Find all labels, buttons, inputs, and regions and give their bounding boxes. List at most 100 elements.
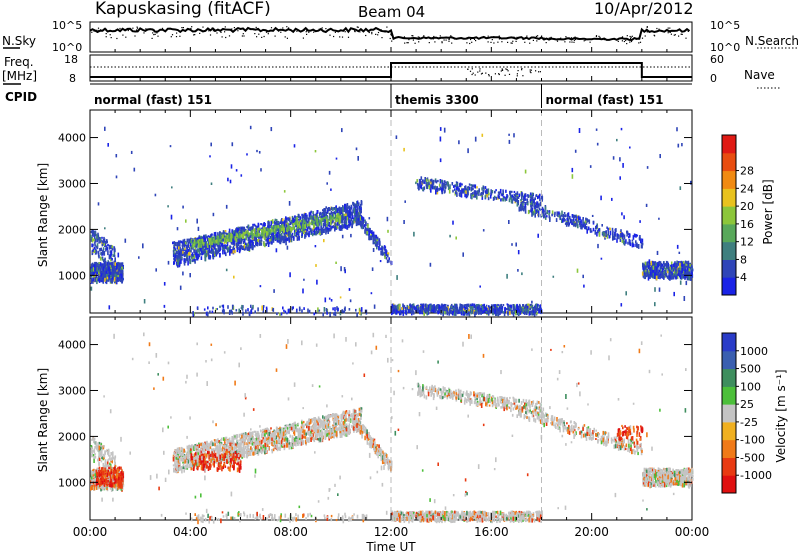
power-cell [336,209,338,213]
power-cell [272,231,275,236]
power-cell [272,239,275,243]
power-cell [369,230,372,234]
power-cell [454,303,456,307]
nave-dot [474,74,476,76]
power-cell [332,307,334,311]
nsearch-dot [674,34,676,36]
power-cell [426,310,428,315]
power-cell [99,262,101,266]
power-cell [346,216,349,221]
power-cell [497,194,500,199]
power-cell [564,222,567,225]
power-cell [294,232,296,237]
power-cell [394,309,397,313]
power-cell [488,307,490,312]
power-cell [628,233,631,238]
power-cell [232,245,235,249]
nsearch-dot [270,27,273,29]
power-cell [345,208,347,211]
power-cell [574,222,577,227]
nsearch-dot [432,38,434,40]
power-cell [104,275,106,278]
power-cell [572,214,575,219]
nsearch-dot [617,40,619,42]
power-cell [442,183,445,189]
nsearch-dot [515,40,517,42]
power-cell [524,202,526,206]
power-cell [417,307,420,312]
power-cell [443,180,446,183]
nsearch-dot [116,37,118,40]
power-cell [365,221,367,227]
power-cell [212,306,214,310]
power-cell [224,244,226,250]
cpid-label: normal (fast) 151 [94,93,212,107]
power-cell [555,218,558,222]
power-cell [514,194,517,198]
nsearch-dot [497,41,499,43]
power-cell [372,232,374,237]
power-cell [278,233,280,239]
nsearch-dot [97,29,99,31]
power-cell [600,195,602,201]
power-cell [298,306,301,312]
power-cell [356,200,359,204]
power-cell [325,309,328,312]
power-cell [208,235,211,240]
power-cell [191,240,194,243]
nsearch-dot [448,38,450,41]
power-cell [341,219,344,223]
nsearch-dot [635,38,637,40]
power-cell [288,308,291,313]
power-cell [344,209,347,213]
power-cell [504,197,506,200]
power-cell [482,185,485,190]
power-cell [508,133,510,136]
beam-title: Beam 04 [358,3,425,21]
power-cell [667,266,670,270]
power-cell [527,303,530,308]
power-cell [284,239,287,242]
power-cell [506,273,508,279]
power-cell [121,272,124,278]
power-cell [517,250,520,255]
power-cell [114,257,116,263]
power-cell [250,226,252,232]
power-cell [304,222,306,226]
power-cell [251,307,253,310]
power-cell [489,309,491,314]
power-cell [526,303,528,309]
nsearch-dot [371,31,373,33]
power-cell [307,232,309,236]
nsearch-dot [306,30,308,32]
power-cell [133,167,136,172]
power-cell [529,305,532,310]
power-cell [239,238,242,244]
power-cell [384,253,386,259]
power-cell [106,247,109,251]
power-cell [118,264,120,268]
power-cell [647,265,650,270]
power-cell [574,149,577,153]
power-cell [295,310,298,313]
power-cell [338,223,340,227]
power-cell [113,267,116,273]
power-cell [690,180,692,185]
power-cell [361,219,364,223]
nsearch-dot [475,40,477,42]
power-cell [511,243,513,246]
power-cell [177,261,179,265]
power-cell [520,193,523,197]
power-cell [182,239,184,244]
power-cell [609,230,612,236]
nsearch-dot [629,41,631,43]
power-cell [468,308,470,312]
power-cell [286,245,289,250]
power-cell [558,211,560,215]
nsearch-dot [254,33,256,35]
power-cell [477,189,479,195]
power-cell [479,308,482,312]
power-cell [278,231,281,235]
power-cell [308,230,310,235]
power-cell [478,305,481,310]
